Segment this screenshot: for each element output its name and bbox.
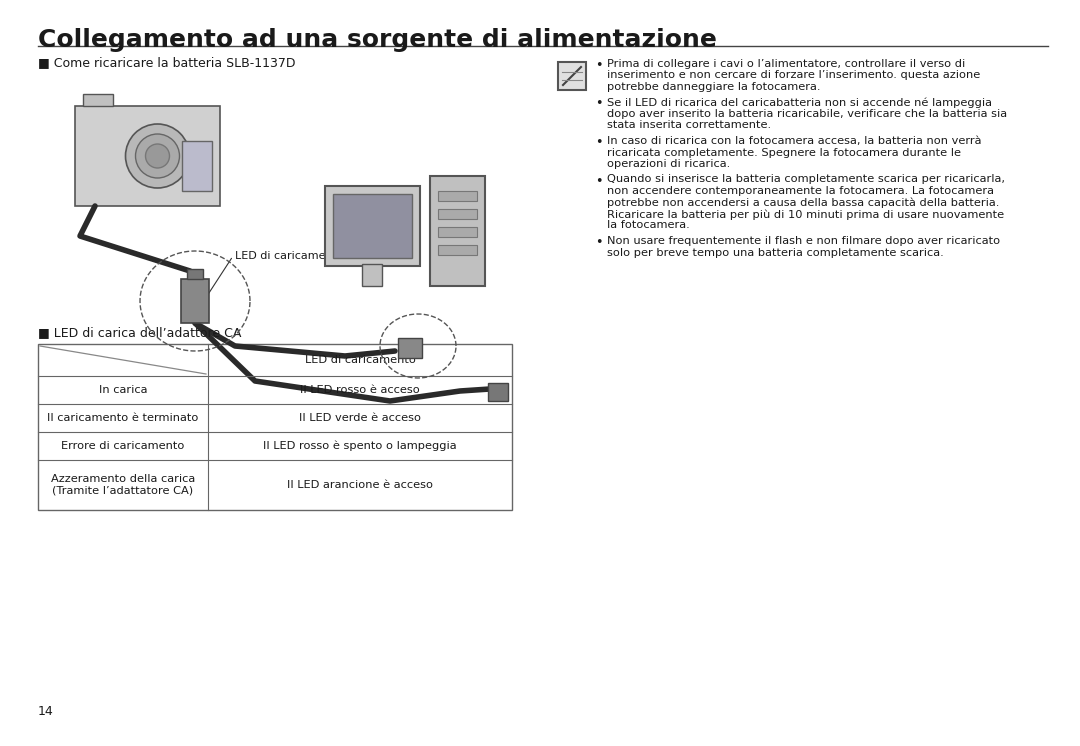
Text: •: • <box>595 236 603 249</box>
Text: potrebbe non accendersi a causa della bassa capacità della batteria.: potrebbe non accendersi a causa della ba… <box>607 198 999 208</box>
Text: •: • <box>595 175 603 187</box>
Text: Il LED verde è acceso: Il LED verde è acceso <box>299 413 421 423</box>
Text: •: • <box>595 59 603 72</box>
Bar <box>83 94 113 106</box>
Text: In carica: In carica <box>98 385 147 395</box>
Text: Prima di collegare i cavi o l’alimentatore, controllare il verso di: Prima di collegare i cavi o l’alimentato… <box>607 59 966 69</box>
Bar <box>558 62 586 90</box>
Bar <box>438 191 477 201</box>
Text: In caso di ricarica con la fotocamera accesa, la batteria non verrà: In caso di ricarica con la fotocamera ac… <box>607 136 982 146</box>
Text: •: • <box>595 98 603 110</box>
Text: stata inserita correttamente.: stata inserita correttamente. <box>607 121 771 131</box>
Text: Non usare frequentemente il flash e non filmare dopo aver ricaricato: Non usare frequentemente il flash e non … <box>607 236 1000 246</box>
Text: LED di caricamento: LED di caricamento <box>305 355 416 365</box>
Text: inserimento e non cercare di forzare l’inserimento. questa azione: inserimento e non cercare di forzare l’i… <box>607 71 981 81</box>
Text: •: • <box>595 136 603 149</box>
Text: ■ Come ricaricare la batteria SLB-1137D: ■ Come ricaricare la batteria SLB-1137D <box>38 56 296 69</box>
Bar <box>38 344 512 510</box>
Text: LED di caricamento: LED di caricamento <box>235 251 343 261</box>
Text: la fotocamera.: la fotocamera. <box>607 221 690 231</box>
Text: ■ LED di carica dell’adattore CA: ■ LED di carica dell’adattore CA <box>38 326 241 339</box>
Bar <box>438 245 477 255</box>
Text: potrebbe danneggiare la fotocamera.: potrebbe danneggiare la fotocamera. <box>607 82 821 92</box>
Bar <box>399 338 422 358</box>
Circle shape <box>146 144 170 168</box>
Bar <box>75 106 220 206</box>
Text: Il LED arancione è acceso: Il LED arancione è acceso <box>287 480 433 490</box>
Text: Collegamento ad una sorgente di alimentazione: Collegamento ad una sorgente di alimenta… <box>38 28 717 52</box>
Text: Quando si inserisce la batteria completamente scarica per ricaricarla,: Quando si inserisce la batteria completa… <box>607 175 1005 184</box>
Text: non accendere contemporaneamente la fotocamera. La fotocamera: non accendere contemporaneamente la foto… <box>607 186 994 196</box>
Bar <box>181 279 210 323</box>
Text: Il LED rosso è acceso: Il LED rosso è acceso <box>300 385 420 395</box>
Text: ricaricata completamente. Spegnere la fotocamera durante le: ricaricata completamente. Spegnere la fo… <box>607 148 961 157</box>
Text: Azzeramento della carica
(Tramite l’adattatore CA): Azzeramento della carica (Tramite l’adat… <box>51 474 195 496</box>
Bar <box>333 194 411 258</box>
Bar <box>362 264 382 286</box>
Bar <box>438 209 477 219</box>
Text: Il LED rosso è spento o lampeggia: Il LED rosso è spento o lampeggia <box>264 441 457 451</box>
Text: solo per breve tempo una batteria completamente scarica.: solo per breve tempo una batteria comple… <box>607 248 944 257</box>
Text: Errore di caricamento: Errore di caricamento <box>62 441 185 451</box>
Text: operazioni di ricarica.: operazioni di ricarica. <box>607 159 730 169</box>
Circle shape <box>125 124 189 188</box>
Bar <box>438 227 477 237</box>
Text: dopo aver inserito la batteria ricaricabile, verificare che la batteria sia: dopo aver inserito la batteria ricaricab… <box>607 109 1008 119</box>
Text: 14: 14 <box>38 705 54 718</box>
Bar <box>187 269 203 279</box>
Text: Il caricamento è terminato: Il caricamento è terminato <box>48 413 199 423</box>
Bar <box>488 383 508 401</box>
Circle shape <box>135 134 179 178</box>
Bar <box>183 141 212 191</box>
Bar <box>430 176 485 286</box>
Text: Se il LED di ricarica del caricabatteria non si accende né lampeggia: Se il LED di ricarica del caricabatteria… <box>607 98 993 108</box>
Text: Ricaricare la batteria per più di 10 minuti prima di usare nuovamente: Ricaricare la batteria per più di 10 min… <box>607 209 1004 219</box>
Bar <box>325 186 420 266</box>
